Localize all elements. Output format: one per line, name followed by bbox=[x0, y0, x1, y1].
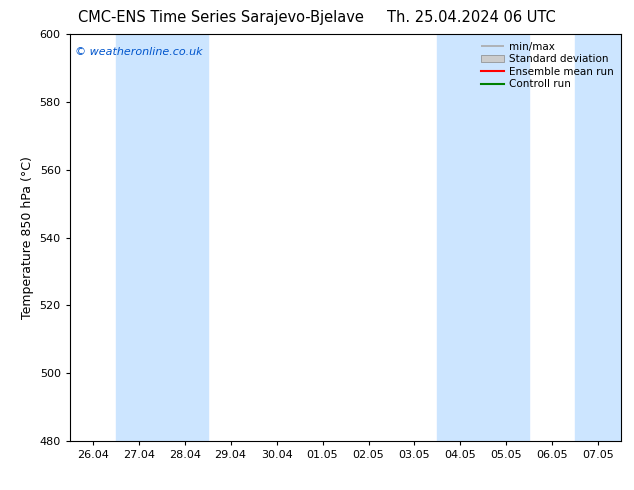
Legend: min/max, Standard deviation, Ensemble mean run, Controll run: min/max, Standard deviation, Ensemble me… bbox=[479, 40, 616, 92]
Bar bbox=[437, 34, 529, 441]
Bar bbox=[115, 34, 207, 441]
Text: CMC-ENS Time Series Sarajevo-Bjelave     Th. 25.04.2024 06 UTC: CMC-ENS Time Series Sarajevo-Bjelave Th.… bbox=[78, 10, 556, 25]
Text: © weatheronline.co.uk: © weatheronline.co.uk bbox=[75, 47, 203, 56]
Bar bbox=[575, 34, 621, 441]
Y-axis label: Temperature 850 hPa (°C): Temperature 850 hPa (°C) bbox=[21, 156, 34, 319]
